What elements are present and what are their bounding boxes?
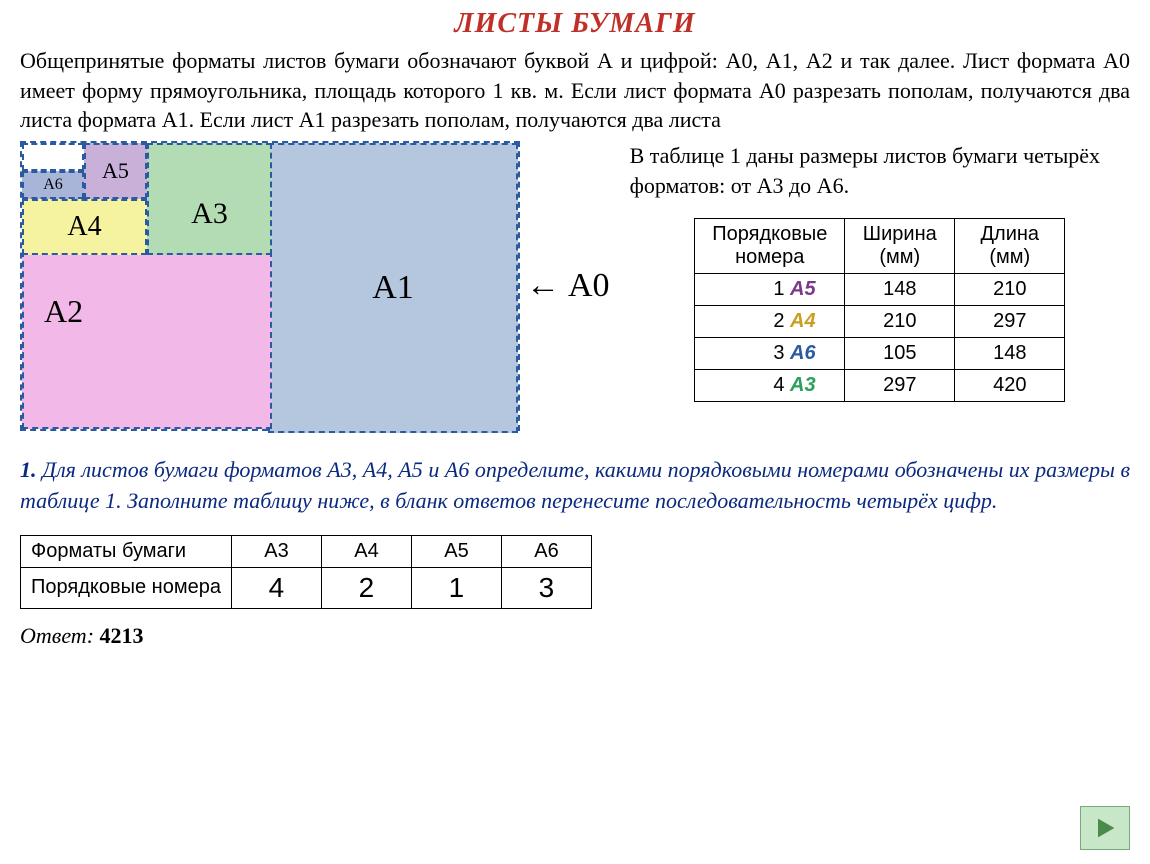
block-a2: А2 [22, 251, 272, 429]
block-a4: А4 [22, 199, 147, 255]
cell-w: 210 [845, 306, 955, 338]
table-row: 3 А6 105 148 [695, 338, 1065, 370]
a0-label: А0 [526, 267, 610, 305]
cell-w: 105 [845, 338, 955, 370]
table-caption: В таблице 1 даны размеры листов бумаги ч… [630, 141, 1130, 200]
cell-num: 3 [724, 342, 785, 365]
answer-row2-label: Порядковые номера [21, 567, 232, 608]
question-number: 1. [20, 457, 37, 482]
cell-l: 210 [955, 274, 1065, 306]
table-row: 2 А4 210 297 [695, 306, 1065, 338]
answer-v: 3 [501, 567, 591, 608]
cell-fmt: А4 [790, 310, 816, 332]
cell-l: 420 [955, 370, 1065, 402]
answer-v: 4 [231, 567, 321, 608]
block-a3: А3 [147, 143, 272, 255]
block-blank [22, 143, 84, 171]
next-button[interactable] [1080, 806, 1130, 850]
answer-row1-label: Форматы бумаги [21, 535, 232, 567]
table-row: 4 А3 297 420 [695, 370, 1065, 402]
answer-table: Форматы бумаги А3 А4 А5 А6 Порядковые но… [20, 535, 592, 609]
cell-w: 297 [845, 370, 955, 402]
cell-num: 1 [724, 278, 785, 301]
paper-diagram-wrap: А1 А2 А3 А4 А5 А6 А0 [20, 141, 610, 431]
final-label: Ответ: [20, 623, 94, 648]
answer-h: А5 [411, 535, 501, 567]
intro-paragraph: Общепринятые форматы листов бумаги обозн… [20, 46, 1130, 135]
th-length: Длина (мм) [955, 219, 1065, 274]
cell-l: 148 [955, 338, 1065, 370]
question-text: 1. Для листов бумаги форматов А3, А4, А5… [20, 455, 1130, 517]
cell-fmt: А3 [790, 374, 816, 396]
cell-fmt: А6 [790, 342, 816, 364]
block-a6: А6 [22, 171, 84, 199]
th-num: Порядковые номера [695, 219, 845, 274]
final-answer: Ответ: 4213 [20, 623, 1130, 649]
cell-fmt: А5 [790, 278, 816, 300]
answer-h: А4 [321, 535, 411, 567]
question-body: Для листов бумаги форматов А3, А4, А5 и … [20, 457, 1130, 513]
cell-num: 2 [724, 310, 785, 333]
sizes-table: Порядковые номера Ширина (мм) Длина (мм)… [694, 218, 1065, 402]
answer-v: 1 [411, 567, 501, 608]
page-title: ЛИСТЫ БУМАГИ [20, 8, 1130, 40]
paper-diagram: А1 А2 А3 А4 А5 А6 [20, 141, 520, 431]
cell-w: 148 [845, 274, 955, 306]
th-width: Ширина (мм) [845, 219, 955, 274]
final-value: 4213 [100, 623, 144, 648]
block-a1: А1 [268, 143, 518, 433]
cell-l: 297 [955, 306, 1065, 338]
answer-v: 2 [321, 567, 411, 608]
cell-num: 4 [724, 374, 785, 397]
answer-h: А6 [501, 535, 591, 567]
play-icon [1091, 814, 1119, 842]
answer-h: А3 [231, 535, 321, 567]
block-a5: А5 [84, 143, 147, 199]
table-row: 1 А5 148 210 [695, 274, 1065, 306]
